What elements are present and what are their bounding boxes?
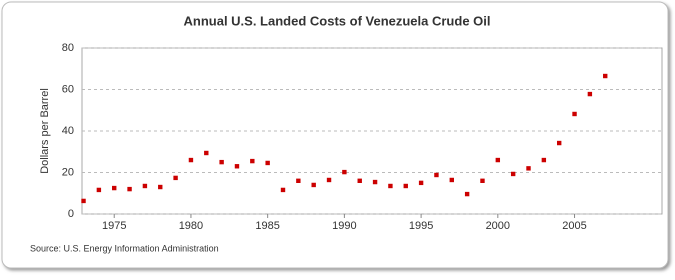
point xyxy=(372,179,378,185)
y-tick-label: 80 xyxy=(62,42,74,54)
source: Source: U.S. Energy Information Administ… xyxy=(30,243,219,253)
point xyxy=(204,150,209,156)
point xyxy=(556,140,562,146)
point xyxy=(480,178,485,183)
point xyxy=(541,157,547,163)
x-tick-label: 1980 xyxy=(179,220,203,232)
point xyxy=(96,187,102,193)
point xyxy=(342,169,347,175)
point xyxy=(357,178,362,183)
point xyxy=(526,166,531,171)
point xyxy=(234,164,240,169)
point xyxy=(250,158,255,164)
point xyxy=(434,172,439,178)
point xyxy=(603,73,608,79)
x-tick-label: 2000 xyxy=(486,220,510,232)
frame xyxy=(1,1,669,269)
y-tick-label: 20 xyxy=(62,166,74,178)
x-tick-label: 1975 xyxy=(102,220,126,232)
point xyxy=(510,171,516,177)
point xyxy=(326,177,332,183)
y-tick-label: 0 xyxy=(68,208,74,220)
point xyxy=(142,183,148,189)
point xyxy=(495,157,501,163)
point xyxy=(219,159,224,165)
point xyxy=(587,91,593,97)
chart-title: Annual U.S. Landed Costs of Venezuela Cr… xyxy=(184,13,491,28)
point xyxy=(127,186,132,192)
point xyxy=(296,178,301,183)
x-tick-label: 1985 xyxy=(255,220,279,232)
x-tick-label: 2005 xyxy=(562,220,586,232)
point xyxy=(403,183,408,189)
point xyxy=(418,180,424,186)
point xyxy=(311,182,316,188)
point xyxy=(572,111,577,117)
point xyxy=(81,198,86,204)
point xyxy=(280,187,286,193)
y-axis-label: Dollars per Barrel xyxy=(39,88,51,174)
point xyxy=(464,191,470,197)
point xyxy=(173,175,178,181)
point xyxy=(112,185,117,191)
x-tick-label: 1995 xyxy=(409,220,433,232)
point xyxy=(158,184,163,190)
point xyxy=(449,177,454,183)
point xyxy=(188,157,194,163)
y-tick-label: 60 xyxy=(62,83,74,95)
y-tick-label: 40 xyxy=(62,125,74,137)
point xyxy=(388,183,393,189)
point xyxy=(265,160,270,166)
x-tick-label: 1990 xyxy=(332,220,356,232)
